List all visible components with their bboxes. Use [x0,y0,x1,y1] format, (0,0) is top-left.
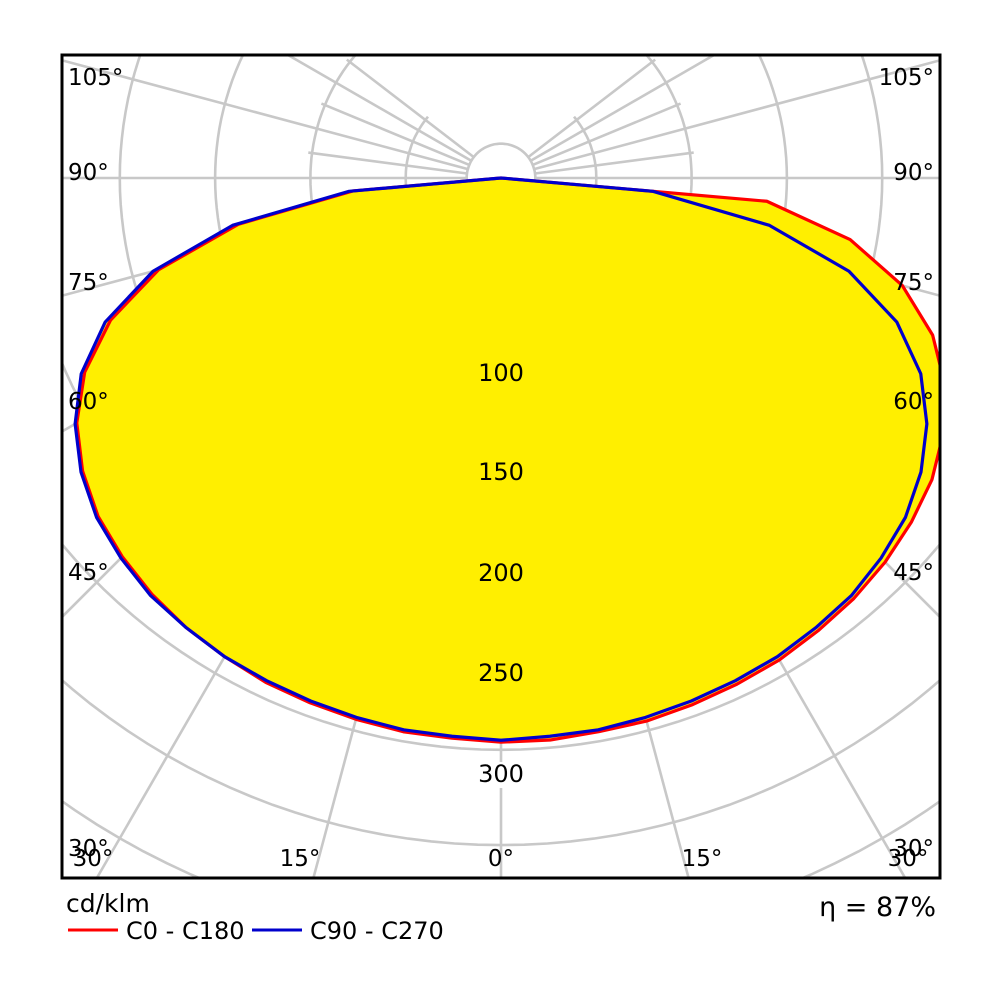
angle-label-bottom-3: 15° [682,846,723,872]
radial-label-bg [477,561,525,587]
angle-label-right-0: 105° [879,65,934,91]
legend-label-c0-c180: C0 - C180 [126,917,245,945]
angle-label-left-5: 30° [68,836,109,862]
radial-label-bg [477,361,525,387]
legend-unit-label: cd/klm [66,889,150,918]
angle-label-bottom-2: 0° [488,846,514,872]
angle-label-left-0: 105° [68,65,123,91]
radial-label-250: 250 [478,659,524,687]
angle-label-left-2: 75° [68,270,109,296]
angle-label-right-2: 75° [893,270,934,296]
angle-label-right-4: 45° [893,560,934,586]
angle-label-right-3: 60° [893,389,934,415]
radial-label-150: 150 [478,458,524,486]
chart-frame [60,53,942,880]
angle-label-left-1: 90° [68,160,109,186]
radial-label-bg [477,762,525,788]
curve-c90-c270 [73,176,929,742]
axis-labels: 105°90°75°60°45°30°105°90°75°60°45°30°30… [68,65,934,872]
radial-label-bg [477,661,525,687]
angle-label-right-1: 90° [893,160,934,186]
radial-label-300: 300 [478,760,524,788]
angle-label-bottom-4: 30° [888,846,929,872]
radial-label-bg [477,460,525,486]
angle-label-left-4: 45° [68,560,109,586]
legend: cd/klm C0 - C180 C90 - C270 [66,889,444,945]
angle-label-right-5: 30° [893,836,934,862]
radial-label-200: 200 [478,559,524,587]
angle-label-bottom-0: 30° [73,846,114,872]
angle-label-left-3: 60° [68,389,109,415]
efficiency-label: η = 87% [819,892,936,923]
angle-label-bottom-1: 15° [280,846,321,872]
radial-label-100: 100 [478,359,524,387]
legend-label-c90-c270: C90 - C270 [310,917,444,945]
